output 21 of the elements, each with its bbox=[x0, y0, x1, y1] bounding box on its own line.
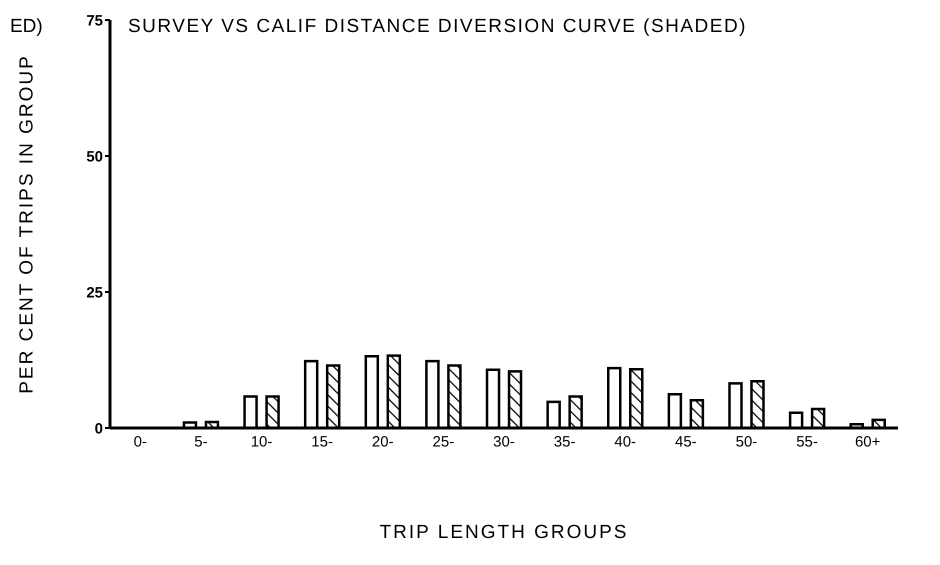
y-axis-title: PER CENT OF TRIPS IN GROUP bbox=[16, 54, 38, 394]
chart-title: SURVEY VS CALIF DISTANCE DIVERSION CURVE (SHADED) bbox=[128, 16, 747, 38]
x-tick-label: 15- bbox=[311, 434, 333, 451]
x-tick-label: 30- bbox=[493, 434, 515, 451]
x-tick-label: 0- bbox=[134, 434, 147, 451]
x-tick-label: 40- bbox=[614, 434, 636, 451]
x-tick-label: 20- bbox=[372, 434, 394, 451]
x-tick-label: 5- bbox=[194, 434, 208, 451]
x-axis-title: TRIP LENGTH GROUPS bbox=[380, 522, 628, 543]
x-tick-label: 50- bbox=[736, 434, 758, 451]
x-tick-label: 25- bbox=[432, 434, 454, 451]
x-tick-label: 60+ bbox=[854, 434, 881, 451]
y-tick-label: 75 bbox=[86, 12, 103, 30]
x-tick-label: 45- bbox=[675, 434, 697, 451]
x-tick-label: 55- bbox=[796, 434, 818, 451]
y-tick-label: 50 bbox=[86, 148, 103, 166]
x-tick-label: 35- bbox=[554, 434, 576, 451]
y-tick-label: 0 bbox=[94, 420, 103, 438]
x-tick-label: 10- bbox=[250, 434, 272, 451]
text: ED) bbox=[10, 16, 43, 38]
y-tick-label: 25 bbox=[86, 284, 103, 302]
